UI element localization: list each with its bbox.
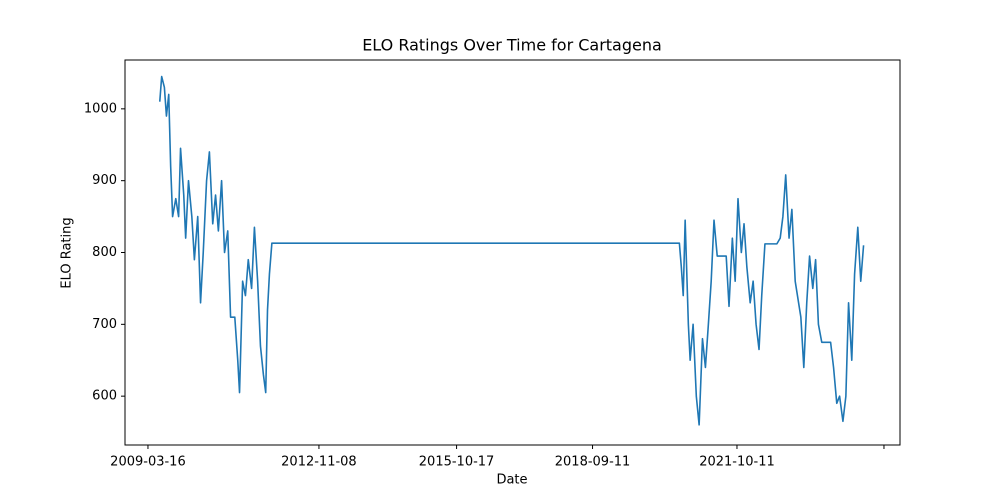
x-tick-label: 2015-10-17 — [419, 455, 495, 470]
line-series — [158, 75, 865, 426]
x-tick-label: 2009-03-16 — [110, 455, 186, 470]
y-tick-label: 800 — [92, 245, 117, 260]
x-tick-label: 2012-11-08 — [281, 455, 357, 470]
x-tick-label: 2018-09-11 — [555, 455, 631, 470]
chart-title: ELO Ratings Over Time for Cartagena — [362, 36, 662, 55]
y-tick-label: 900 — [92, 173, 117, 188]
y-axis-label: ELO Rating — [60, 217, 75, 288]
x-tick-label: 2021-10-11 — [699, 455, 775, 470]
y-tick-label: 1000 — [84, 101, 117, 116]
x-axis-label: Date — [496, 473, 527, 488]
y-tick-label: 700 — [92, 317, 117, 332]
y-tick-label: 600 — [92, 389, 117, 404]
